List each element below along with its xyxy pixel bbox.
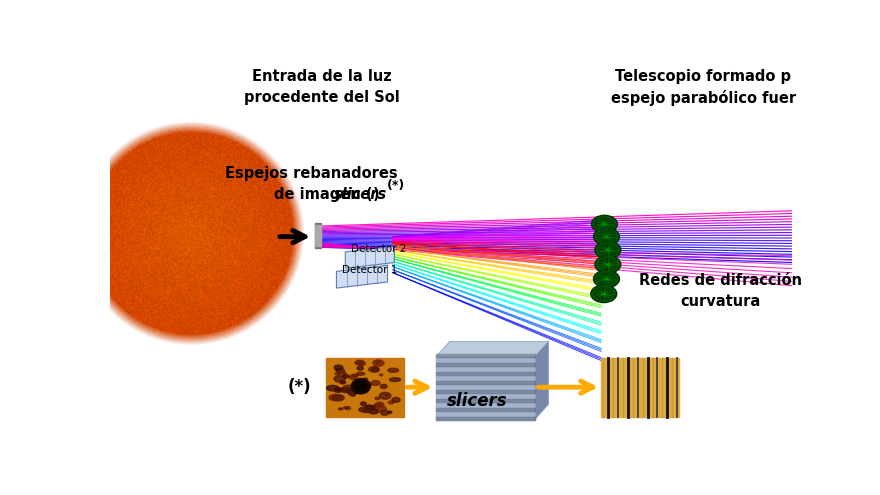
Ellipse shape bbox=[341, 372, 346, 374]
Text: ): ) bbox=[372, 187, 379, 202]
Ellipse shape bbox=[336, 368, 344, 373]
Ellipse shape bbox=[347, 388, 358, 395]
Ellipse shape bbox=[369, 409, 378, 414]
Ellipse shape bbox=[371, 381, 380, 386]
Ellipse shape bbox=[334, 388, 342, 391]
Ellipse shape bbox=[598, 243, 618, 257]
Ellipse shape bbox=[597, 272, 617, 286]
Text: curvatura: curvatura bbox=[680, 294, 760, 309]
Ellipse shape bbox=[594, 217, 614, 231]
Ellipse shape bbox=[363, 407, 372, 413]
Ellipse shape bbox=[392, 397, 400, 402]
Text: (*): (*) bbox=[387, 179, 406, 192]
Ellipse shape bbox=[374, 404, 380, 407]
Ellipse shape bbox=[381, 410, 389, 415]
Ellipse shape bbox=[346, 407, 350, 410]
Polygon shape bbox=[345, 246, 394, 268]
Bar bbox=[436, 357, 535, 420]
Ellipse shape bbox=[349, 376, 357, 379]
Ellipse shape bbox=[342, 374, 348, 378]
Ellipse shape bbox=[351, 394, 356, 396]
Ellipse shape bbox=[378, 402, 382, 405]
Ellipse shape bbox=[379, 393, 391, 399]
Bar bbox=[601, 358, 679, 417]
Text: espejo parabólico fuer: espejo parabólico fuer bbox=[611, 90, 796, 106]
Ellipse shape bbox=[371, 367, 379, 372]
Ellipse shape bbox=[388, 411, 392, 413]
Ellipse shape bbox=[359, 407, 371, 412]
Ellipse shape bbox=[369, 384, 373, 385]
Text: de imagen (: de imagen ( bbox=[274, 187, 372, 202]
Ellipse shape bbox=[595, 256, 620, 273]
Text: Redes de difracción: Redes de difracción bbox=[639, 273, 802, 288]
Ellipse shape bbox=[593, 228, 620, 246]
Ellipse shape bbox=[348, 389, 356, 395]
Text: Entrada de la luz: Entrada de la luz bbox=[252, 69, 392, 84]
Polygon shape bbox=[336, 265, 387, 288]
Ellipse shape bbox=[356, 372, 365, 375]
Ellipse shape bbox=[595, 241, 620, 259]
Ellipse shape bbox=[373, 360, 384, 366]
Ellipse shape bbox=[359, 362, 365, 365]
Ellipse shape bbox=[335, 390, 340, 392]
Ellipse shape bbox=[340, 381, 346, 384]
Ellipse shape bbox=[379, 374, 383, 376]
Bar bbox=[315, 225, 320, 246]
Ellipse shape bbox=[335, 373, 341, 375]
Ellipse shape bbox=[388, 401, 393, 404]
Ellipse shape bbox=[357, 366, 363, 370]
Text: Detector 1: Detector 1 bbox=[342, 265, 397, 275]
Ellipse shape bbox=[351, 379, 370, 394]
Ellipse shape bbox=[335, 389, 341, 393]
Ellipse shape bbox=[334, 365, 343, 370]
Text: Detector 2: Detector 2 bbox=[351, 244, 407, 254]
Ellipse shape bbox=[333, 395, 344, 401]
Ellipse shape bbox=[329, 395, 341, 400]
Ellipse shape bbox=[593, 287, 614, 300]
Ellipse shape bbox=[339, 408, 342, 410]
Ellipse shape bbox=[598, 257, 618, 271]
Ellipse shape bbox=[385, 394, 388, 396]
Text: procedente del Sol: procedente del Sol bbox=[244, 90, 400, 105]
Ellipse shape bbox=[349, 394, 352, 395]
Ellipse shape bbox=[361, 402, 366, 405]
Ellipse shape bbox=[375, 360, 381, 364]
Text: slicers: slicers bbox=[447, 392, 508, 410]
Ellipse shape bbox=[388, 368, 399, 372]
Ellipse shape bbox=[341, 388, 350, 393]
Polygon shape bbox=[535, 342, 548, 420]
Ellipse shape bbox=[342, 385, 355, 392]
Bar bbox=[315, 223, 321, 248]
Ellipse shape bbox=[356, 360, 364, 365]
Ellipse shape bbox=[590, 285, 617, 302]
Ellipse shape bbox=[591, 215, 618, 233]
Ellipse shape bbox=[376, 406, 386, 412]
Ellipse shape bbox=[597, 230, 617, 244]
Ellipse shape bbox=[365, 405, 374, 410]
Ellipse shape bbox=[351, 374, 358, 377]
Bar bbox=[326, 358, 404, 417]
Ellipse shape bbox=[355, 381, 367, 392]
Ellipse shape bbox=[364, 382, 372, 385]
Ellipse shape bbox=[369, 367, 378, 372]
Text: slicers: slicers bbox=[334, 187, 387, 202]
Ellipse shape bbox=[326, 385, 339, 391]
Ellipse shape bbox=[375, 397, 380, 399]
Ellipse shape bbox=[593, 270, 620, 288]
Ellipse shape bbox=[370, 406, 376, 408]
Ellipse shape bbox=[390, 378, 400, 382]
Ellipse shape bbox=[376, 402, 384, 407]
Ellipse shape bbox=[363, 378, 368, 380]
Ellipse shape bbox=[344, 406, 348, 409]
Text: Telescopio formado p: Telescopio formado p bbox=[615, 69, 791, 84]
Text: (*): (*) bbox=[288, 378, 312, 396]
Polygon shape bbox=[436, 342, 548, 357]
Ellipse shape bbox=[334, 376, 345, 382]
Ellipse shape bbox=[350, 394, 355, 396]
Text: Espejos rebanadores: Espejos rebanadores bbox=[225, 166, 398, 181]
Ellipse shape bbox=[380, 385, 387, 389]
Ellipse shape bbox=[366, 405, 371, 408]
Ellipse shape bbox=[357, 361, 362, 364]
